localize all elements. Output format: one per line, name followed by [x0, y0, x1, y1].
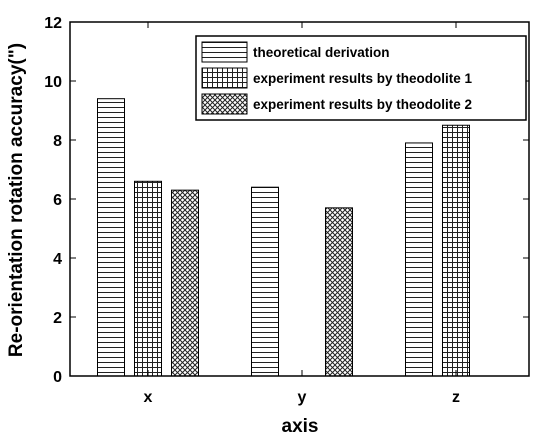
bar-horizontal-lines-x — [97, 98, 125, 377]
x-axis-label: axis — [282, 416, 319, 437]
y-tick-label: 8 — [53, 133, 62, 150]
x-ticks: x y z — [144, 22, 460, 406]
x-tick-label: x — [144, 389, 153, 406]
y-tick-label: 2 — [53, 310, 62, 327]
y-axis-label: Re-orientation rotation accuracy(") — [6, 43, 27, 357]
x-tick-label: y — [298, 389, 307, 406]
bar-grid-x — [134, 180, 162, 377]
y-tick-label: 10 — [44, 74, 62, 91]
legend-label: experiment results by theodolite 1 — [253, 71, 473, 86]
bar-crosshatch-x — [171, 189, 199, 377]
bar-grid-z — [442, 124, 470, 377]
legend-box — [195, 35, 527, 121]
y-tick-label: 4 — [53, 251, 62, 268]
bars — [97, 98, 470, 377]
legend-swatch — [201, 93, 248, 115]
bar-horizontal-lines-y — [251, 186, 279, 377]
y-ticks: 0 2 4 6 8 10 12 — [44, 15, 529, 386]
legend-label: theoretical derivation — [253, 45, 390, 60]
y-tick-label: 0 — [53, 369, 62, 386]
legend: theoretical derivation experiment results… — [195, 35, 527, 121]
legend-swatch — [201, 41, 248, 63]
legend-label: experiment results by theodolite 2 — [253, 97, 472, 112]
y-tick-label: 6 — [53, 192, 62, 209]
x-tick-label: z — [452, 389, 460, 406]
legend-swatch — [201, 67, 248, 89]
bar-crosshatch-y — [325, 207, 353, 377]
y-tick-label: 12 — [44, 15, 62, 32]
bar-horizontal-lines-z — [405, 142, 433, 377]
